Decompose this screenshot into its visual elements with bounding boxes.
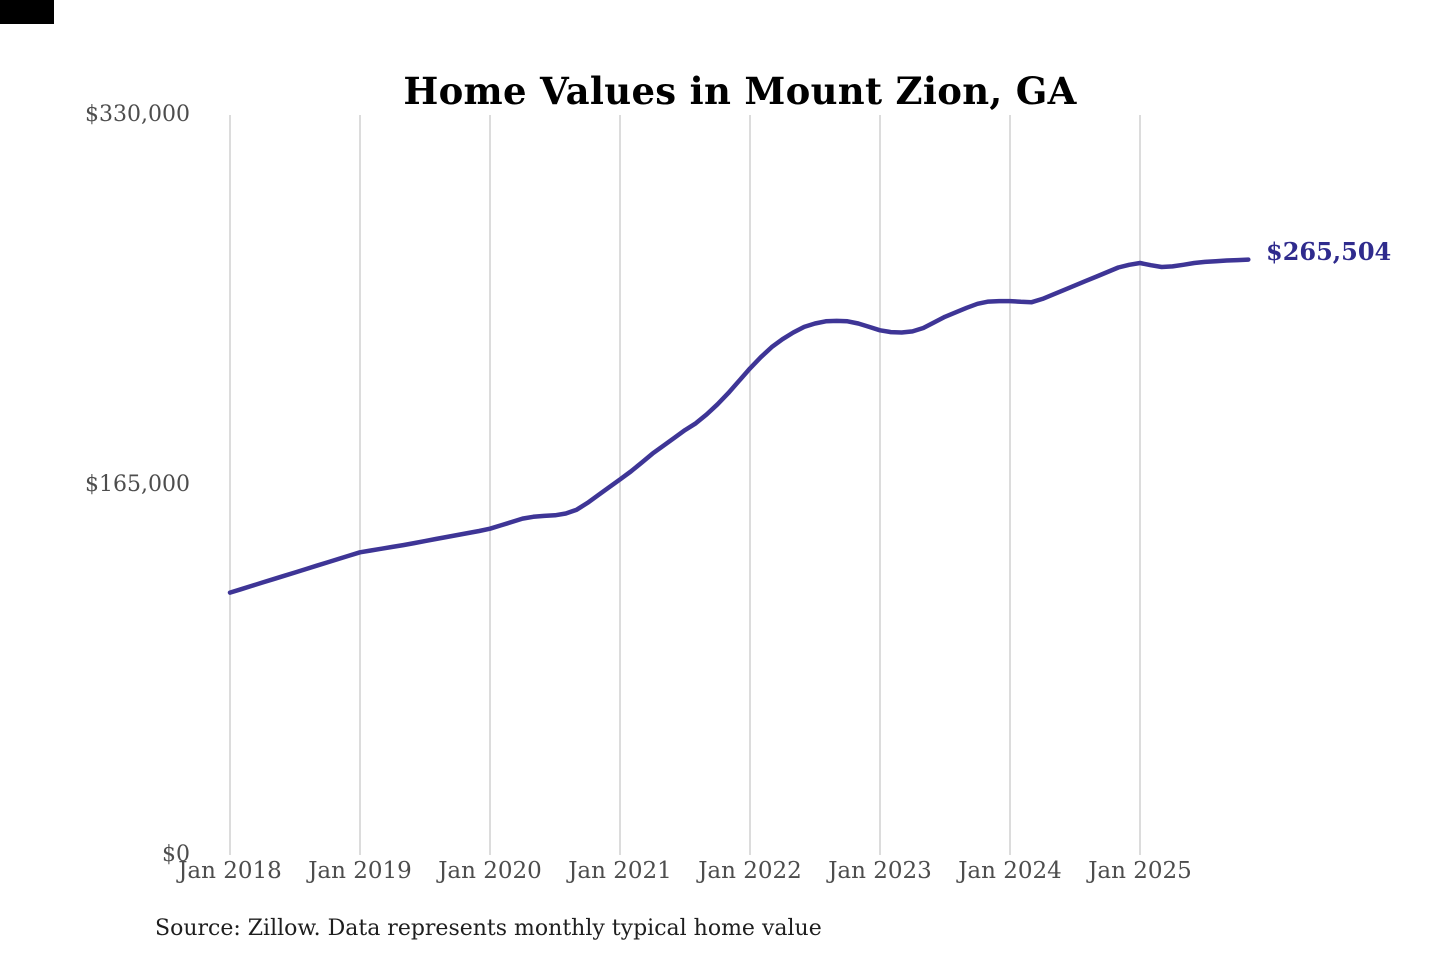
- x-tick-label: Jan 2021: [568, 858, 672, 884]
- y-tick-label: $165,000: [85, 472, 190, 497]
- x-tick-label: Jan 2022: [698, 858, 802, 884]
- x-tick-label: Jan 2018: [178, 858, 282, 884]
- corner-black-box: [0, 0, 54, 24]
- x-tick-label: Jan 2024: [958, 858, 1062, 884]
- chart-title: Home Values in Mount Zion, GA: [403, 68, 1077, 113]
- y-tick-label: $0: [162, 842, 190, 867]
- x-tick-label: Jan 2019: [308, 858, 412, 884]
- x-tick-label: Jan 2025: [1088, 858, 1192, 884]
- home-value-line: [227, 257, 1251, 595]
- year-gridlines: [229, 115, 1141, 855]
- x-tick-label: Jan 2023: [828, 858, 932, 884]
- end-value-annotation: $265,504: [1266, 237, 1392, 266]
- y-tick-label: $330,000: [85, 102, 190, 127]
- source-note: Source: Zillow. Data represents monthly …: [155, 916, 822, 941]
- x-tick-label: Jan 2020: [438, 858, 542, 884]
